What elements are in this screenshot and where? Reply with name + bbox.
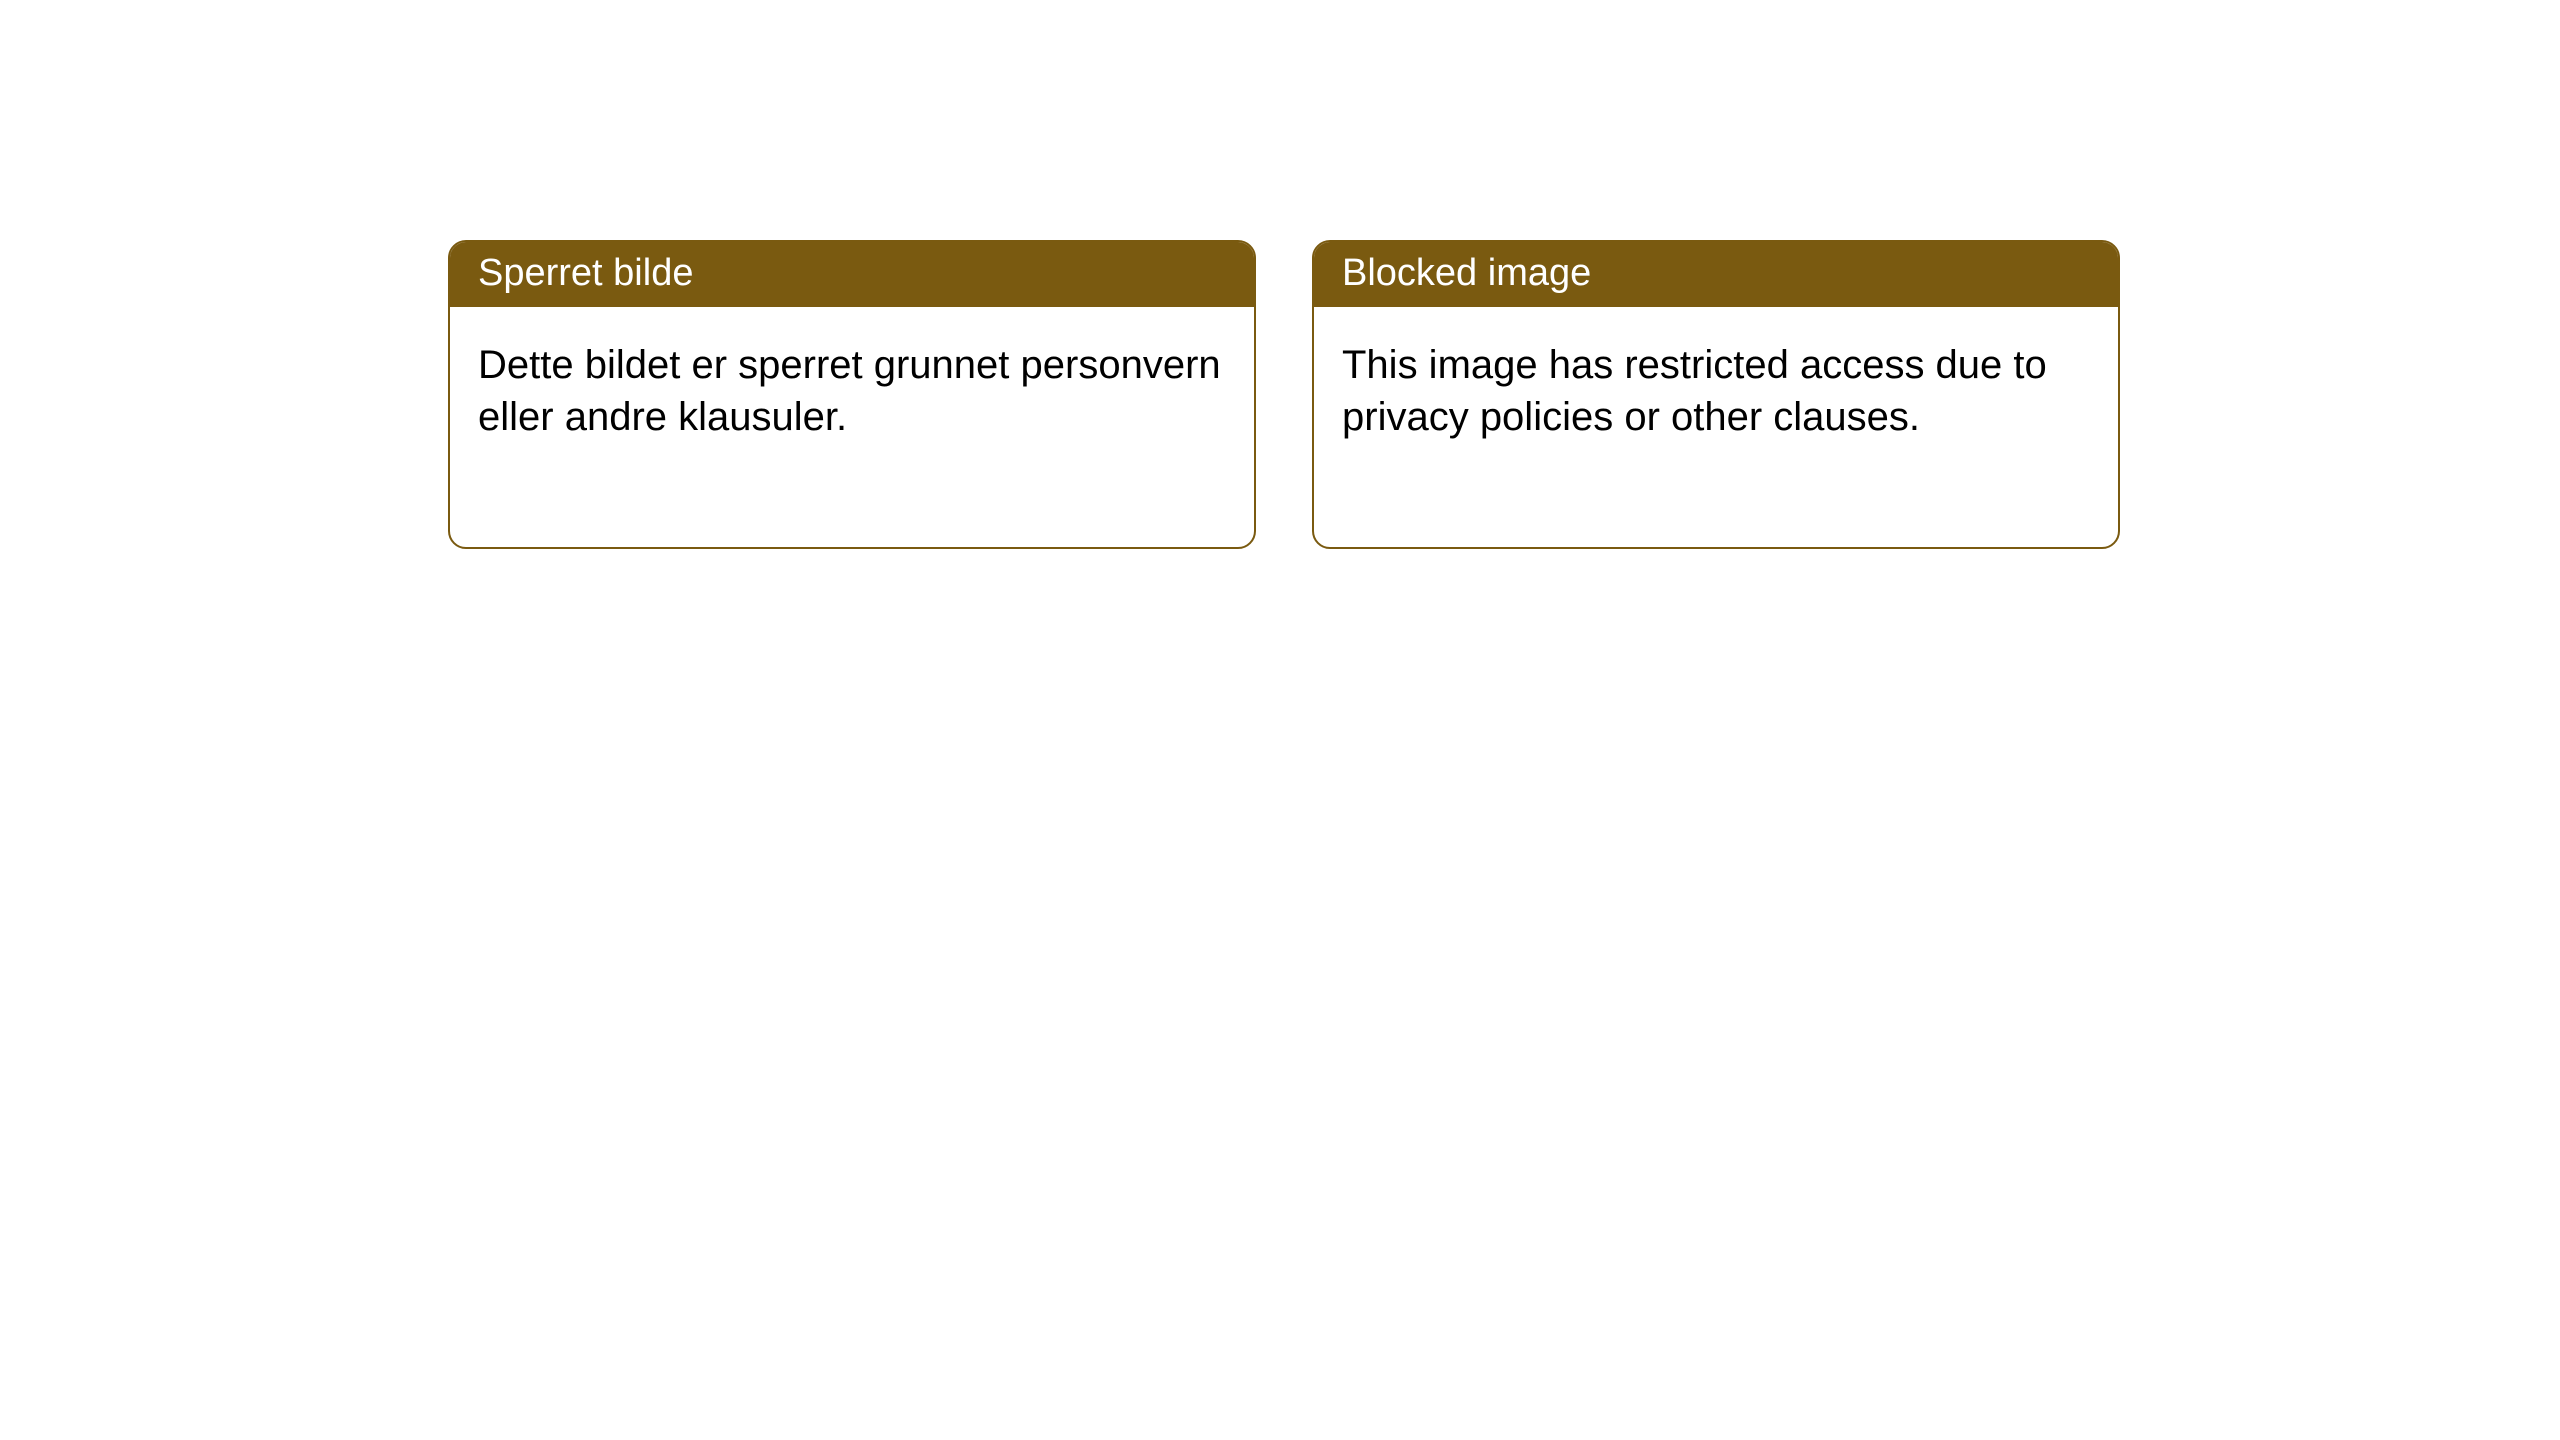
notice-card-english: Blocked image This image has restricted … <box>1312 240 2120 549</box>
notice-card-norwegian: Sperret bilde Dette bildet er sperret gr… <box>448 240 1256 549</box>
notice-body: This image has restricted access due to … <box>1314 307 2118 547</box>
notice-container: Sperret bilde Dette bildet er sperret gr… <box>0 0 2560 549</box>
notice-body: Dette bildet er sperret grunnet personve… <box>450 307 1254 547</box>
notice-header: Sperret bilde <box>450 242 1254 307</box>
notice-header: Blocked image <box>1314 242 2118 307</box>
